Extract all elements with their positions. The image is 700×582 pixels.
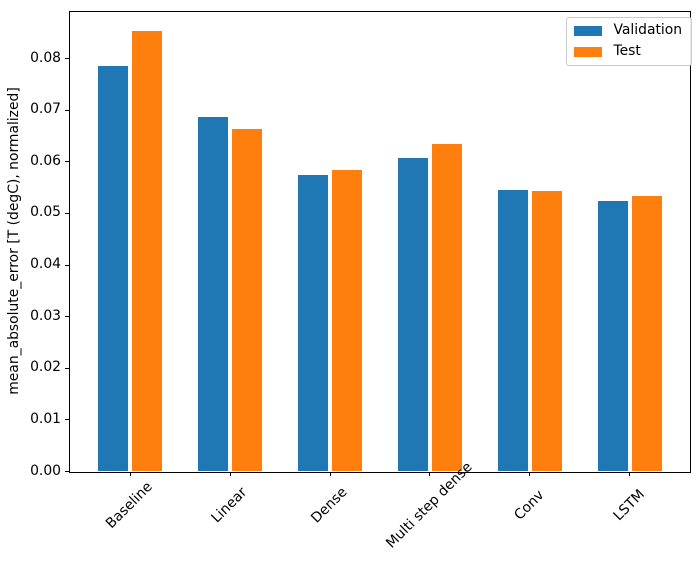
bar-validation-dense bbox=[298, 174, 329, 472]
test-color-swatch bbox=[573, 46, 602, 58]
x-tick-label-baseline: Baseline bbox=[103, 478, 157, 532]
x-tick-mark bbox=[129, 471, 131, 476]
y-axis-label: mean_absolute_error [T (degC), normalize… bbox=[6, 87, 23, 395]
y-tick-mark bbox=[65, 264, 69, 266]
x-tick-label-lstm: LSTM bbox=[610, 486, 648, 525]
y-tick-label: 0.00 bbox=[30, 462, 61, 479]
y-tick-label: 0.07 bbox=[30, 101, 61, 118]
y-tick-mark bbox=[65, 471, 69, 472]
y-tick-mark bbox=[65, 367, 69, 369]
y-tick-label: 0.03 bbox=[30, 307, 61, 324]
y-tick-label: 0.05 bbox=[30, 204, 61, 221]
bar-validation-lstm bbox=[597, 200, 628, 472]
bar-test-dense bbox=[332, 169, 362, 472]
bar-test-conv bbox=[531, 190, 562, 472]
legend-label-validation: Validation bbox=[613, 22, 683, 38]
x-tick-mark bbox=[229, 471, 231, 476]
bar-validation-baseline bbox=[98, 66, 129, 472]
bar-test-linear bbox=[232, 128, 263, 472]
validation-color-swatch bbox=[573, 25, 602, 37]
bar-test-baseline bbox=[132, 30, 163, 472]
x-tick-mark bbox=[429, 471, 431, 476]
legend-label-test: Test bbox=[613, 42, 641, 59]
y-tick-label: 0.08 bbox=[30, 49, 61, 66]
y-tick-mark bbox=[65, 212, 69, 214]
y-tick-label: 0.04 bbox=[30, 256, 61, 273]
legend-entry-test: Test bbox=[573, 42, 683, 59]
x-tick-mark bbox=[329, 471, 331, 476]
x-tick-mark bbox=[629, 471, 631, 476]
bar-test-lstm bbox=[631, 195, 662, 472]
x-tick-label-conv: Conv bbox=[510, 487, 548, 524]
bar-validation-multi-step-dense bbox=[397, 158, 428, 472]
plot-area bbox=[69, 10, 691, 473]
y-tick-label: 0.02 bbox=[30, 359, 61, 376]
y-tick-mark bbox=[65, 419, 69, 421]
y-tick-mark bbox=[65, 58, 69, 59]
x-tick-label-linear: Linear bbox=[208, 484, 251, 527]
x-tick-mark bbox=[529, 471, 531, 476]
bar-test-multi-step-dense bbox=[431, 144, 462, 472]
y-tick-mark bbox=[65, 161, 69, 163]
y-tick-mark bbox=[65, 316, 69, 318]
x-tick-label-dense: Dense bbox=[308, 484, 351, 527]
bar-validation-conv bbox=[497, 189, 528, 472]
y-tick-label: 0.01 bbox=[30, 410, 61, 427]
y-tick-mark bbox=[65, 109, 69, 111]
legend-entry-validation: Validation bbox=[573, 22, 683, 38]
y-tick-label: 0.06 bbox=[30, 152, 61, 169]
legend: Validation Test bbox=[565, 17, 693, 66]
bar-validation-linear bbox=[198, 116, 229, 472]
